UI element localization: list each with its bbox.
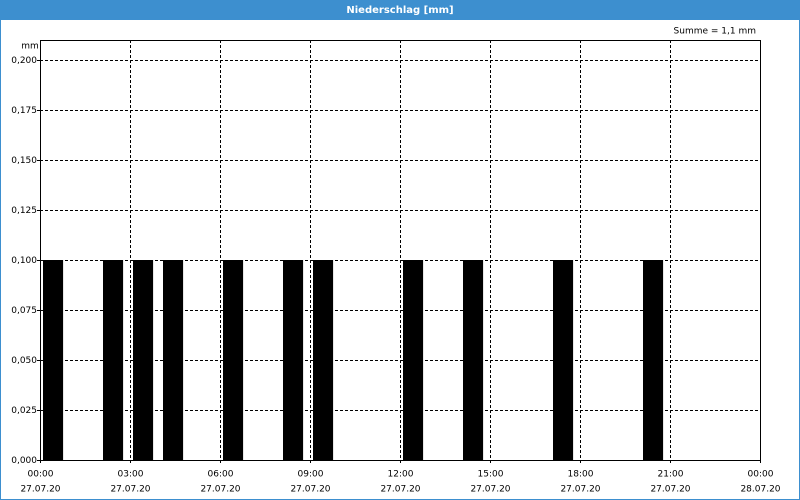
y-tick-label: 0,125 <box>11 206 37 216</box>
x-tick-date: 27.07.20 <box>560 485 600 495</box>
x-tick-label: 18:00 <box>568 470 594 480</box>
x-tick-date: 27.07.20 <box>290 485 330 495</box>
bar <box>403 260 424 460</box>
x-tick-label: 12:00 <box>388 470 414 480</box>
x-tick-date: 27.07.20 <box>110 485 150 495</box>
bar <box>463 260 484 460</box>
bar <box>643 260 664 460</box>
x-tick-label: 00:00 <box>748 470 774 480</box>
bar <box>553 260 574 460</box>
y-tick-label: 0,150 <box>11 156 37 166</box>
y-tick-label: 0,025 <box>11 406 37 416</box>
y-axis-label: mm <box>21 42 39 52</box>
x-tick-label: 15:00 <box>478 470 504 480</box>
chart-title: Niederschlag [mm] <box>346 5 453 16</box>
x-tick-label: 09:00 <box>298 470 324 480</box>
x-tick-label: 06:00 <box>208 470 234 480</box>
y-tick-label: 0,075 <box>11 306 37 316</box>
bar <box>43 260 64 460</box>
title-bar <box>0 0 800 20</box>
annotation: Summe = 1,1 mm <box>674 27 756 37</box>
y-tick-label: 0,000 <box>11 456 37 466</box>
bar <box>313 260 334 460</box>
bar <box>163 260 184 460</box>
y-tick-label: 0,200 <box>11 56 37 66</box>
x-tick-label: 00:00 <box>28 470 54 480</box>
x-tick-label: 21:00 <box>658 470 684 480</box>
x-tick-date: 27.07.20 <box>20 485 60 495</box>
x-tick-date: 27.07.20 <box>650 485 690 495</box>
plot-frame <box>40 40 761 461</box>
x-tick-date: 27.07.20 <box>380 485 420 495</box>
x-tick-label: 03:00 <box>118 470 144 480</box>
bar <box>223 260 244 460</box>
x-tick-date: 27.07.20 <box>200 485 240 495</box>
y-tick-label: 0,175 <box>11 106 37 116</box>
y-tick-label: 0,100 <box>11 256 37 266</box>
plot: 0,000 0,025 0,050 0,075 0,100 0,125 0,150 0,175… <box>11 40 781 495</box>
x-tick-date: 28.07.20 <box>740 485 780 495</box>
bar <box>103 260 124 460</box>
x-tick-date: 27.07.20 <box>470 485 510 495</box>
bar <box>133 260 154 460</box>
bar <box>283 260 304 460</box>
y-tick-label: 0,050 <box>11 356 37 366</box>
